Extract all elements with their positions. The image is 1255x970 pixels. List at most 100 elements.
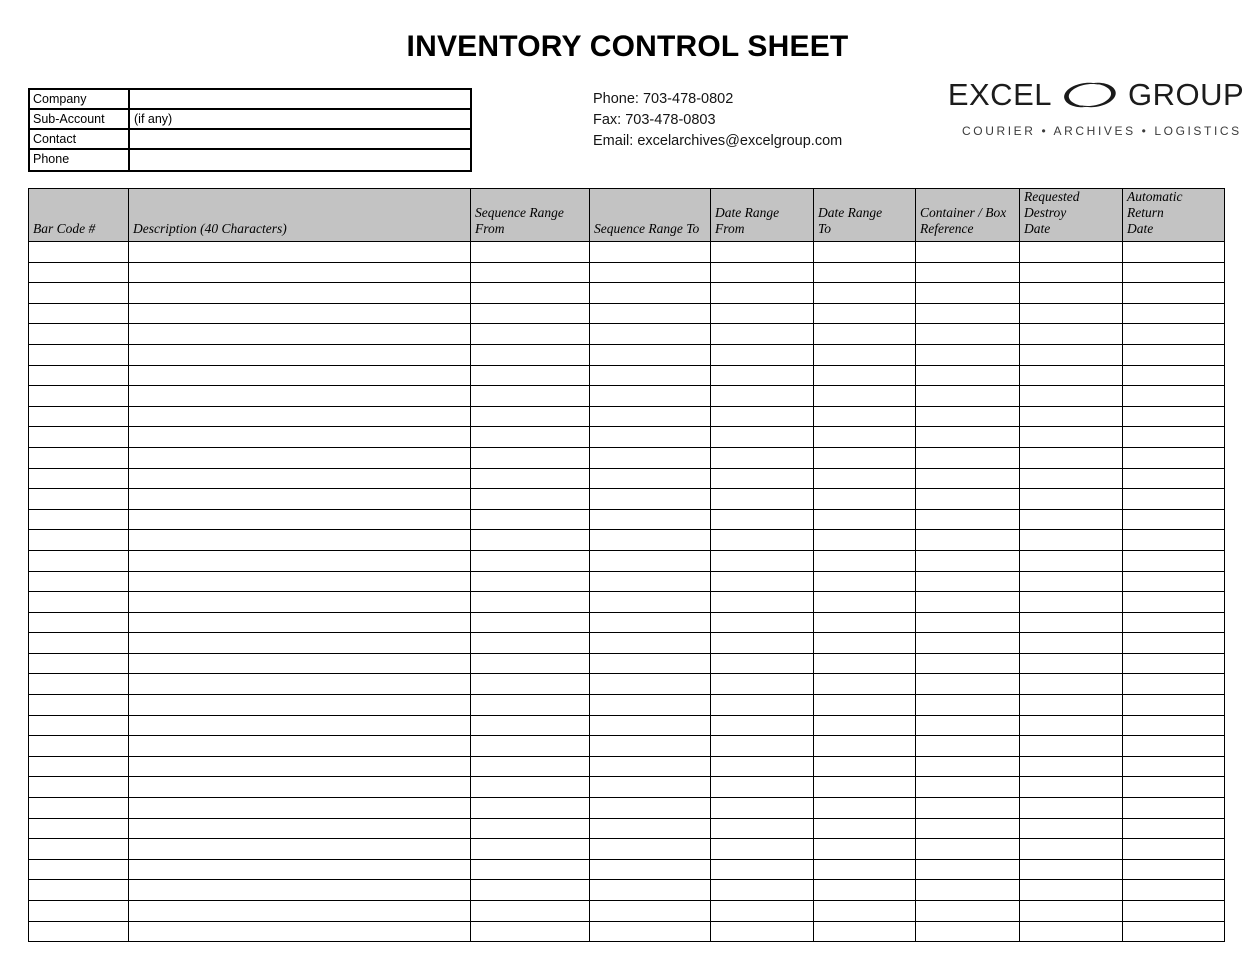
- cell-container[interactable]: [915, 714, 1020, 737]
- cell-date_to[interactable]: [813, 755, 916, 778]
- cell-date_to[interactable]: [813, 261, 916, 284]
- cell-container[interactable]: [915, 385, 1020, 407]
- cell-seq_from[interactable]: [470, 673, 590, 696]
- cell-date_from[interactable]: [710, 797, 814, 819]
- cell-seq_from[interactable]: [470, 529, 590, 551]
- cell-seq_to[interactable]: [589, 570, 711, 593]
- cell-date_from[interactable]: [710, 920, 814, 943]
- cell-return[interactable]: [1122, 755, 1225, 778]
- cell-seq_from[interactable]: [470, 632, 590, 654]
- cell-seq_from[interactable]: [470, 735, 590, 757]
- cell-date_to[interactable]: [813, 591, 916, 613]
- cell-desc[interactable]: [128, 385, 471, 407]
- cell-date_from[interactable]: [710, 652, 814, 675]
- cell-barcode[interactable]: [28, 405, 129, 428]
- cell-container[interactable]: [915, 735, 1020, 757]
- cell-date_to[interactable]: [813, 652, 916, 675]
- cell-seq_from[interactable]: [470, 323, 590, 345]
- cell-container[interactable]: [915, 817, 1020, 840]
- cell-return[interactable]: [1122, 879, 1225, 901]
- cell-date_to[interactable]: [813, 426, 916, 448]
- company-field[interactable]: [130, 90, 470, 108]
- cell-destroy[interactable]: [1019, 735, 1123, 757]
- cell-date_to[interactable]: [813, 632, 916, 654]
- cell-seq_from[interactable]: [470, 797, 590, 819]
- cell-return[interactable]: [1122, 817, 1225, 840]
- cell-container[interactable]: [915, 282, 1020, 304]
- cell-container[interactable]: [915, 591, 1020, 613]
- cell-date_from[interactable]: [710, 714, 814, 737]
- cell-destroy[interactable]: [1019, 673, 1123, 696]
- cell-barcode[interactable]: [28, 838, 129, 860]
- cell-date_from[interactable]: [710, 364, 814, 387]
- cell-barcode[interactable]: [28, 488, 129, 510]
- cell-barcode[interactable]: [28, 858, 129, 881]
- cell-date_to[interactable]: [813, 488, 916, 510]
- cell-desc[interactable]: [128, 364, 471, 387]
- cell-date_to[interactable]: [813, 900, 916, 922]
- cell-barcode[interactable]: [28, 591, 129, 613]
- cell-barcode[interactable]: [28, 755, 129, 778]
- cell-seq_to[interactable]: [589, 900, 711, 922]
- cell-date_from[interactable]: [710, 241, 814, 263]
- cell-date_from[interactable]: [710, 858, 814, 881]
- cell-desc[interactable]: [128, 570, 471, 593]
- cell-desc[interactable]: [128, 694, 471, 716]
- cell-return[interactable]: [1122, 652, 1225, 675]
- cell-seq_to[interactable]: [589, 343, 711, 366]
- cell-barcode[interactable]: [28, 529, 129, 551]
- cell-desc[interactable]: [128, 488, 471, 510]
- cell-return[interactable]: [1122, 343, 1225, 366]
- cell-seq_from[interactable]: [470, 652, 590, 675]
- cell-barcode[interactable]: [28, 467, 129, 490]
- cell-date_from[interactable]: [710, 261, 814, 284]
- cell-desc[interactable]: [128, 652, 471, 675]
- cell-seq_from[interactable]: [470, 549, 590, 572]
- cell-seq_to[interactable]: [589, 549, 711, 572]
- cell-destroy[interactable]: [1019, 591, 1123, 613]
- cell-date_to[interactable]: [813, 282, 916, 304]
- cell-seq_from[interactable]: [470, 776, 590, 799]
- cell-seq_from[interactable]: [470, 714, 590, 737]
- cell-barcode[interactable]: [28, 714, 129, 737]
- cell-return[interactable]: [1122, 488, 1225, 510]
- cell-seq_to[interactable]: [589, 446, 711, 469]
- cell-barcode[interactable]: [28, 694, 129, 716]
- cell-container[interactable]: [915, 364, 1020, 387]
- cell-seq_to[interactable]: [589, 652, 711, 675]
- cell-destroy[interactable]: [1019, 426, 1123, 448]
- cell-date_from[interactable]: [710, 735, 814, 757]
- cell-return[interactable]: [1122, 858, 1225, 881]
- cell-seq_from[interactable]: [470, 858, 590, 881]
- cell-return[interactable]: [1122, 591, 1225, 613]
- cell-destroy[interactable]: [1019, 858, 1123, 881]
- cell-seq_to[interactable]: [589, 529, 711, 551]
- cell-container[interactable]: [915, 549, 1020, 572]
- cell-return[interactable]: [1122, 446, 1225, 469]
- cell-return[interactable]: [1122, 838, 1225, 860]
- cell-desc[interactable]: [128, 817, 471, 840]
- cell-container[interactable]: [915, 405, 1020, 428]
- cell-seq_from[interactable]: [470, 446, 590, 469]
- cell-seq_to[interactable]: [589, 858, 711, 881]
- cell-date_from[interactable]: [710, 549, 814, 572]
- cell-destroy[interactable]: [1019, 364, 1123, 387]
- cell-date_to[interactable]: [813, 508, 916, 531]
- cell-seq_from[interactable]: [470, 261, 590, 284]
- cell-container[interactable]: [915, 858, 1020, 881]
- cell-seq_from[interactable]: [470, 405, 590, 428]
- cell-date_to[interactable]: [813, 343, 916, 366]
- cell-barcode[interactable]: [28, 302, 129, 325]
- cell-seq_to[interactable]: [589, 323, 711, 345]
- cell-return[interactable]: [1122, 282, 1225, 304]
- cell-date_to[interactable]: [813, 446, 916, 469]
- cell-seq_from[interactable]: [470, 755, 590, 778]
- cell-seq_from[interactable]: [470, 570, 590, 593]
- cell-desc[interactable]: [128, 673, 471, 696]
- cell-barcode[interactable]: [28, 611, 129, 634]
- cell-date_to[interactable]: [813, 694, 916, 716]
- cell-destroy[interactable]: [1019, 694, 1123, 716]
- cell-date_from[interactable]: [710, 591, 814, 613]
- cell-desc[interactable]: [128, 838, 471, 860]
- cell-destroy[interactable]: [1019, 446, 1123, 469]
